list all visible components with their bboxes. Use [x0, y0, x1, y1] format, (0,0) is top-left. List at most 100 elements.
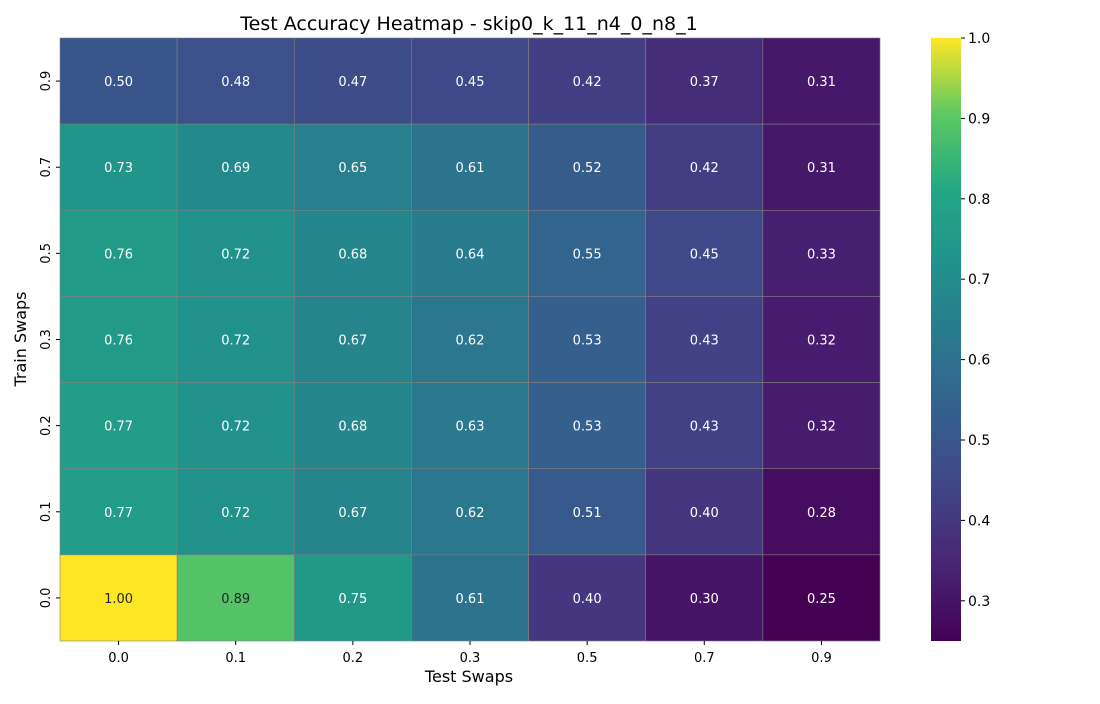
cell-value-label: 0.72 [221, 506, 250, 521]
heatmap-cell [528, 554, 647, 642]
heatmap-cell [293, 554, 412, 642]
chart-title: Test Accuracy Heatmap - skip0_k_11_n4_0_… [239, 13, 697, 35]
x-tick-label: 0.2 [343, 651, 364, 666]
cell-value-label: 0.32 [807, 420, 836, 435]
heatmap-cell [293, 123, 412, 211]
heatmap-cell [645, 296, 764, 383]
colorbar-tick-label: 0.8 [968, 192, 990, 208]
heatmap-cell [762, 554, 881, 642]
heatmap-cell [528, 468, 647, 556]
cell-value-label: 0.48 [221, 75, 250, 90]
y-tick-label: 0.1 [39, 501, 54, 522]
colorbar-tick-label: 1.0 [968, 31, 990, 47]
cell-value-label: 0.42 [690, 161, 719, 176]
heatmap-cells: 0.50 0.48 0.47 0.45 0.42 0.37 0.31 0.73 0.69 0.65… [59, 37, 881, 642]
cell-value-label: 0.89 [221, 592, 250, 607]
heatmap-cell [411, 468, 529, 556]
cell-value-label: 0.47 [338, 75, 367, 90]
x-axis-ticks: 0.0 0.1 0.2 0.3 0.5 0.7 0.9 [108, 641, 832, 666]
colorbar-tick-label: 0.4 [968, 513, 990, 529]
colorbar-tick-label: 0.6 [968, 353, 990, 369]
cell-value-label: 0.76 [104, 247, 133, 262]
heatmap-cell [176, 296, 295, 383]
heatmap-cell [293, 468, 412, 556]
cell-value-label: 0.50 [104, 75, 133, 90]
cell-value-label: 0.53 [573, 420, 602, 435]
cell-value-label: 0.52 [573, 161, 602, 176]
heatmap-cell [762, 37, 881, 125]
cell-value-label: 0.77 [104, 420, 133, 435]
heatmap-cell [645, 37, 764, 125]
cell-value-label: 0.75 [338, 592, 367, 607]
cell-value-label: 0.31 [807, 161, 836, 176]
cell-value-label: 0.42 [573, 75, 602, 90]
heatmap-cell [411, 209, 529, 297]
heatmap-cell [528, 37, 647, 125]
cell-value-label: 0.67 [338, 506, 367, 521]
heatmap-cell [762, 123, 881, 211]
colorbar-tick-label: 0.3 [968, 594, 990, 610]
heatmap-cell [293, 37, 412, 125]
heatmap-cell [645, 209, 764, 297]
x-tick-label: 0.5 [577, 651, 598, 666]
heatmap-cell [762, 468, 881, 556]
cell-value-label: 0.62 [456, 506, 485, 521]
x-tick-label: 0.0 [108, 651, 129, 666]
cell-value-label: 0.43 [690, 334, 719, 349]
heatmap-cell [411, 37, 529, 125]
cell-value-label: 0.37 [690, 75, 719, 90]
cell-value-label: 0.72 [221, 334, 250, 349]
colorbar-gradient [931, 38, 961, 641]
heatmap-cell [762, 296, 881, 383]
heatmap-cell [411, 296, 529, 383]
cell-value-label: 0.76 [104, 334, 133, 349]
x-tick-label: 0.7 [694, 651, 715, 666]
heatmap-cell [176, 37, 295, 125]
cell-value-label: 0.65 [338, 161, 367, 176]
cell-value-label: 0.68 [338, 247, 367, 262]
y-tick-label: 0.2 [39, 415, 54, 436]
cell-value-label: 0.28 [807, 506, 836, 521]
y-tick-label: 0.5 [39, 243, 54, 264]
cell-value-label: 0.53 [573, 334, 602, 349]
cell-value-label: 0.67 [338, 334, 367, 349]
x-axis-label: Test Swaps [424, 667, 513, 686]
y-tick-label: 0.0 [39, 588, 54, 609]
x-tick-label: 0.1 [225, 651, 246, 666]
cell-value-label: 0.62 [456, 334, 485, 349]
y-axis-label: Train Swaps [11, 291, 30, 387]
colorbar: 0.3 0.4 0.5 0.6 0.7 0.8 0.9 1.0 [931, 31, 990, 641]
colorbar-tick-label: 0.5 [968, 433, 990, 449]
cell-value-label: 0.30 [690, 592, 719, 607]
heatmap-cell [176, 554, 295, 642]
y-axis-ticks: 0.9 0.7 0.5 0.3 0.2 0.1 0.0 [39, 71, 60, 609]
cell-value-label: 0.45 [690, 247, 719, 262]
cell-value-label: 0.40 [573, 592, 602, 607]
heatmap-cell [411, 554, 529, 642]
heatmap-cell [645, 382, 764, 470]
heatmap-cell [528, 209, 647, 297]
cell-value-label: 0.32 [807, 334, 836, 349]
cell-value-label: 0.77 [104, 506, 133, 521]
cell-value-label: 0.63 [456, 420, 485, 435]
cell-value-label: 0.31 [807, 75, 836, 90]
y-tick-label: 0.9 [39, 71, 54, 92]
colorbar-tick-label: 0.9 [968, 111, 990, 127]
heatmap-cell [59, 37, 178, 125]
heatmap-cell [293, 209, 412, 297]
heatmap-cell [762, 382, 881, 470]
y-tick-label: 0.7 [39, 157, 54, 178]
heatmap-cell [176, 468, 295, 556]
cell-value-label: 0.72 [221, 420, 250, 435]
cell-value-label: 0.40 [690, 506, 719, 521]
x-tick-label: 0.3 [460, 651, 481, 666]
cell-value-label: 0.64 [456, 247, 485, 262]
cell-value-label: 0.61 [456, 592, 485, 607]
cell-value-label: 0.43 [690, 420, 719, 435]
cell-value-label: 0.25 [807, 592, 836, 607]
x-tick-label: 0.9 [811, 651, 832, 666]
heatmap-cell [528, 296, 647, 383]
cell-value-label: 1.00 [104, 592, 133, 607]
heatmap-cell [59, 296, 178, 383]
